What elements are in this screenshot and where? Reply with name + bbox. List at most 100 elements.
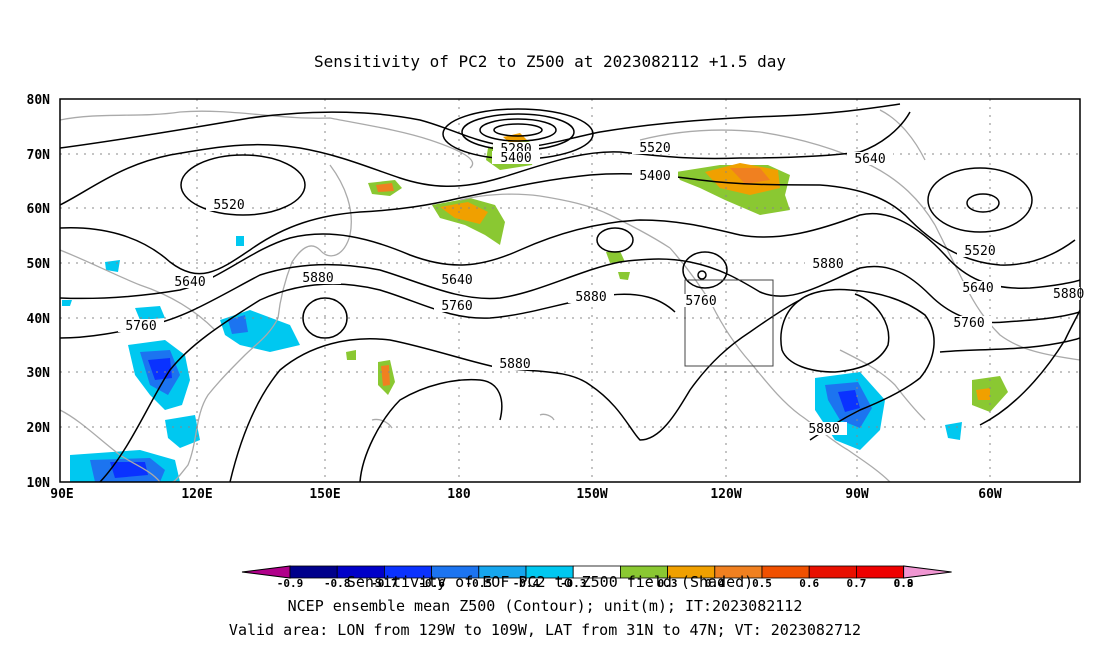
contour-label: 5880 — [808, 422, 839, 437]
contour-line — [493, 123, 543, 137]
contour-label: 5760 — [125, 319, 156, 334]
colorbar-tick-label: 0.9 — [894, 577, 914, 590]
negative-patch — [945, 422, 962, 440]
negative-patch — [228, 315, 248, 334]
colorbar-tick-label: -0.3 — [560, 577, 587, 590]
contour-label: 5880 — [1053, 287, 1084, 302]
colorbar-tick-label: 0.6 — [799, 577, 819, 590]
valid-area-box — [684, 279, 774, 367]
contour-line — [927, 167, 1033, 233]
contour-label: 5640 — [441, 273, 472, 288]
coastline — [171, 317, 279, 482]
coastline — [277, 164, 352, 319]
contour-label: 5880 — [302, 271, 333, 286]
contour-line — [697, 270, 707, 280]
contour-line — [939, 337, 1080, 353]
positive-patch — [976, 388, 990, 400]
contour-label: 5400 — [500, 151, 531, 166]
coastline — [60, 110, 474, 169]
colorbar-tick-label: -0.6 — [418, 577, 445, 590]
contour-label: 5400 — [639, 169, 670, 184]
contour-label: 5880 — [812, 257, 843, 272]
lon-label: 150E — [309, 487, 340, 502]
contour-label: 5880 — [575, 290, 606, 305]
lon-label: 120W — [710, 487, 741, 502]
contour-label: 5520 — [213, 198, 244, 213]
lon-label: 60W — [978, 487, 1002, 502]
contour-label: 5760 — [953, 316, 984, 331]
lon-label: 90W — [845, 487, 869, 502]
colorbar-tick-label: 0.4 — [705, 577, 725, 590]
lat-label: 50N — [27, 257, 51, 272]
coastline — [879, 109, 926, 161]
lon-label: 180 — [447, 487, 471, 502]
colorbar-tick-label: -0.5 — [466, 577, 493, 590]
colorbar-tick-label: -0.9 — [277, 577, 304, 590]
lon-label: 90E — [50, 487, 73, 502]
contour-label: 5760 — [441, 299, 472, 314]
colorbar-tick-label: -0.8 — [324, 577, 351, 590]
coastline — [847, 449, 891, 482]
positive-patch — [606, 251, 625, 263]
contour-label: 5880 — [499, 357, 530, 372]
colorbar-tick-label: 0.7 — [846, 577, 866, 590]
negative-patch — [135, 306, 165, 320]
lat-label: 20N — [27, 421, 51, 436]
coastline — [839, 349, 926, 421]
lat-label: 60N — [27, 202, 51, 217]
coastline — [459, 193, 671, 249]
positive-patch — [381, 365, 390, 386]
positive-patch — [376, 183, 394, 192]
coastline — [539, 413, 555, 421]
contour-line — [479, 118, 557, 142]
lon-axis-labels: 90E 120E 150E 180 150W 120W 90W 60W — [50, 487, 1002, 502]
contour-line — [229, 288, 935, 482]
caption-line-3: Valid area: LON from 129W to 109W, LAT f… — [229, 621, 861, 639]
caption-line-1: Sensitivity of EOF PC2 to Z500 field (Sh… — [347, 573, 753, 591]
coastline — [934, 224, 1080, 361]
contour-label: 5640 — [854, 152, 885, 167]
negative-patch — [236, 236, 244, 246]
lat-label: 80N — [27, 93, 51, 108]
negative-patch — [838, 390, 860, 412]
map-plot-area — [60, 99, 1080, 482]
contour-line — [180, 154, 306, 216]
colorbar: -0.9 -0.8 -0.7 -0.6 -0.5 -0.4 -0.3 0.3 0.4 0.5 0.6… — [241, 565, 952, 590]
colorbar-tick-label: 0.5 — [752, 577, 772, 590]
figure-title: Sensitivity of PC2 to Z500 at 2023082112… — [314, 52, 786, 71]
colorbar-segment — [903, 565, 952, 579]
contour-label: 5760 — [685, 294, 716, 309]
negative-patch — [148, 358, 172, 380]
lon-label: 120E — [181, 487, 212, 502]
contour-label: 5520 — [639, 141, 670, 156]
positive-patch — [618, 272, 630, 280]
coastline — [639, 129, 936, 226]
colorbar-tick-label: 0.3 — [658, 577, 678, 590]
contour-label-layer: 5280 5400 5520 5640 5520 5400 5520 5640 … — [118, 141, 1084, 437]
shaded-sensitivity — [62, 133, 1008, 482]
lat-label: 30N — [27, 366, 51, 381]
contour-line — [780, 293, 890, 373]
positive-patch — [346, 350, 356, 360]
contour-label: 5640 — [174, 275, 205, 290]
lat-axis-labels: 80N 70N 60N 50N 40N 30N 20N 10N — [27, 93, 51, 491]
contour-line — [302, 297, 348, 339]
lat-label: 10N — [27, 476, 51, 491]
negative-patch — [62, 300, 72, 306]
positive-patch — [730, 168, 770, 184]
lon-label: 150W — [576, 487, 607, 502]
contour-line — [60, 111, 911, 206]
contour-line — [682, 251, 728, 289]
contour-label: 5640 — [962, 281, 993, 296]
contour-line — [966, 193, 1000, 213]
coastline — [60, 409, 161, 482]
contour-label: 5520 — [964, 244, 995, 259]
lat-label: 70N — [27, 148, 51, 163]
contour-line — [979, 309, 1080, 426]
contour-line — [60, 173, 1076, 275]
contour-line — [60, 212, 1080, 300]
contour-line — [596, 227, 634, 253]
coastlines — [60, 109, 1080, 482]
contour-line — [359, 378, 503, 482]
